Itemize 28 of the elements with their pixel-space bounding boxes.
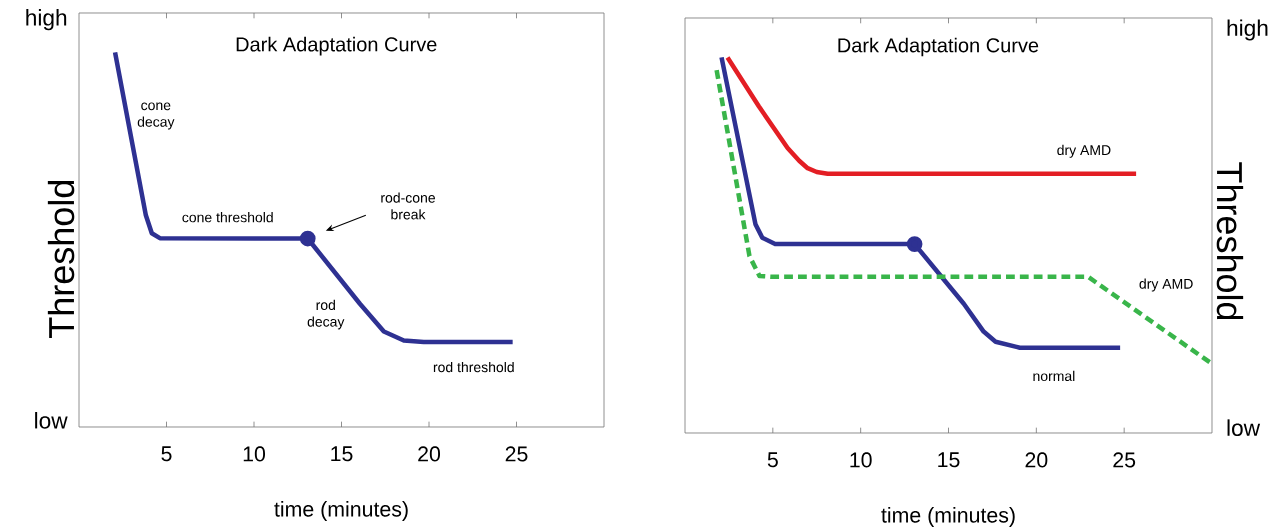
chart-title: Dark Adaptation Curve [838,37,1039,57]
series-label: dry AMD [1057,144,1111,158]
x-tick-label: 15 [331,446,353,462]
x-tick-label: 5 [161,446,172,462]
text: low [1227,419,1261,436]
x-tick-label: 15 [938,452,960,468]
series-label: normal [1033,370,1075,382]
x-tick-label: 10 [243,446,266,462]
text: high [26,9,67,31]
annotation: rod decay [307,299,345,330]
x-tick-label: 20 [418,446,441,462]
x-tick-label: 20 [1025,452,1048,468]
text: low [35,412,68,429]
series-label: dry AMD [1139,278,1193,292]
text: high [1227,19,1268,41]
annotation: cone threshold [182,212,273,223]
annotation: cone decay [137,102,175,130]
y-axis-title: Threshold [1216,162,1244,320]
y-axis-title: Threshold [47,180,75,338]
chart-title: Dark Adaptation Curve [236,36,437,56]
x-tick-label: 5 [767,452,778,468]
annotation: rod threshold [433,361,514,373]
x-tick-label: 25 [1113,452,1136,468]
annotation: rod-cone break [381,192,435,220]
x-tick-label: 10 [850,452,872,468]
x-tick-label: 25 [505,446,528,462]
x-axis-title: time (minutes) [881,507,1015,527]
x-axis-title: time (minutes) [274,501,408,521]
